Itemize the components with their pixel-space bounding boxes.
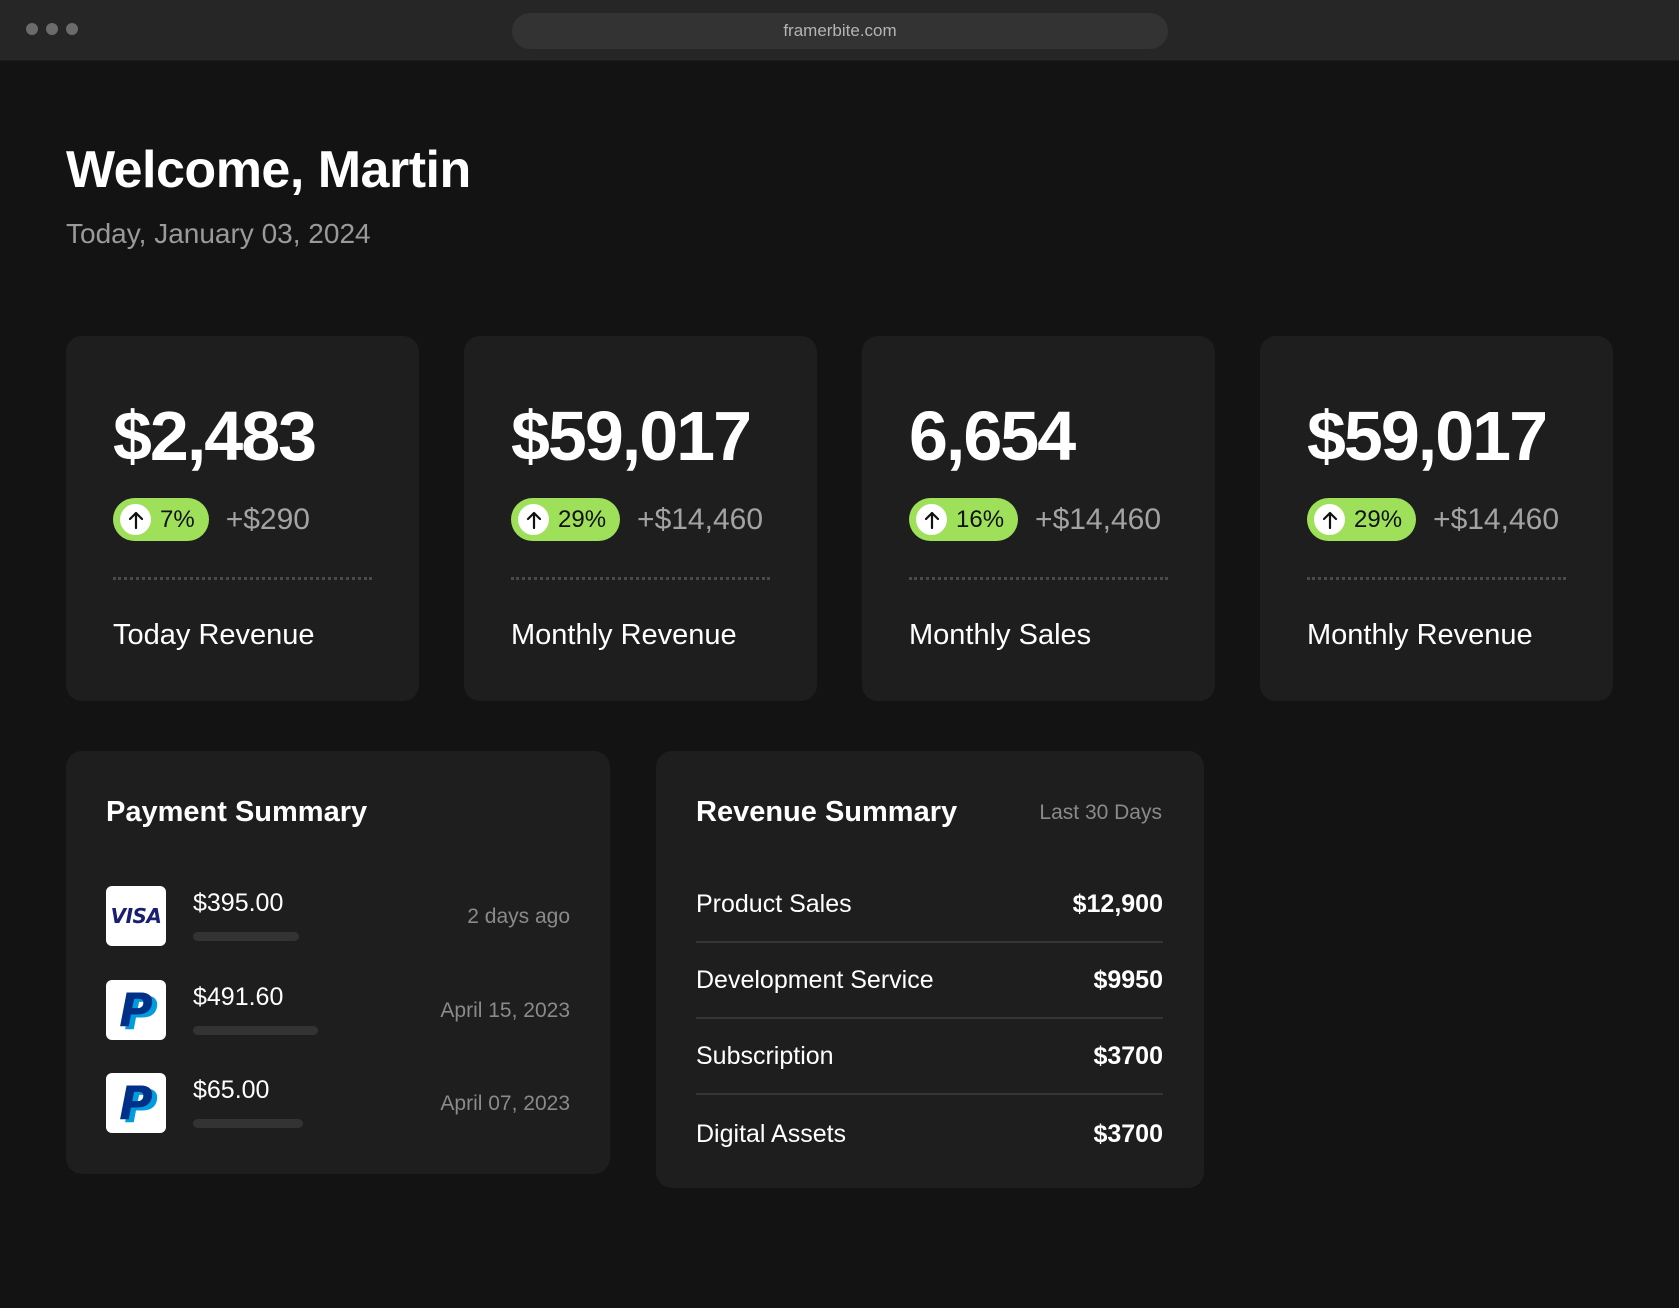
revenue-amount: $3700: [1093, 1119, 1163, 1148]
payment-amount: $491.60: [193, 983, 284, 1011]
payment-bar: [193, 1119, 303, 1128]
revenue-row: Subscription $3700: [696, 1019, 1163, 1095]
revenue-label: Digital Assets: [696, 1119, 847, 1148]
stat-label: Monthly Revenue: [1307, 619, 1533, 651]
divider: [909, 577, 1168, 580]
payment-date: 2 days ago: [467, 905, 570, 928]
payment-row[interactable]: VISA $395.00 2 days ago: [106, 886, 570, 946]
payment-amount: $65.00: [193, 1076, 270, 1104]
divider: [511, 577, 770, 580]
revenue-label: Development Service: [696, 965, 934, 994]
window-controls: [26, 23, 78, 35]
paypal-logo: P: [106, 1073, 166, 1133]
payment-amount: $395.00: [193, 889, 284, 917]
revenue-summary-panel: Revenue Summary Last 30 Days Product Sal…: [656, 751, 1204, 1188]
growth-percent: 16%: [956, 505, 1005, 533]
arrow-up-icon: [120, 504, 151, 535]
growth-badge: 29%: [1307, 498, 1417, 541]
page-header: Welcome, Martin Today, January 03, 2024: [66, 140, 471, 250]
paypal-logo-text: P: [119, 1076, 153, 1130]
revenue-row: Digital Assets $3700: [696, 1096, 1163, 1172]
stat-value: $59,017: [511, 397, 752, 475]
growth-percent: 7%: [160, 505, 195, 533]
payment-bar: [193, 1026, 318, 1035]
revenue-label: Product Sales: [696, 889, 852, 918]
paypal-logo: P: [106, 980, 166, 1040]
revenue-row: Development Service $9950: [696, 943, 1163, 1019]
paypal-logo-text: P: [119, 983, 153, 1037]
payment-bar: [193, 932, 299, 941]
stat-label: Monthly Revenue: [511, 619, 737, 651]
payment-row[interactable]: P $65.00 April 07, 2023: [106, 1073, 570, 1133]
payment-summary-panel: Payment Summary VISA $395.00 2 days ago …: [66, 751, 610, 1174]
panel-title: Payment Summary: [106, 796, 368, 828]
stat-delta: +$14,460: [1433, 502, 1560, 536]
payment-date: April 15, 2023: [440, 999, 570, 1022]
window-dot[interactable]: [46, 23, 58, 35]
stat-label: Monthly Sales: [909, 619, 1092, 651]
stat-card: $59,017 29% +$14,460 Monthly Revenue: [1260, 336, 1613, 701]
stat-value: 6,654: [909, 397, 1076, 475]
divider: [113, 577, 372, 580]
visa-logo-text: VISA: [110, 904, 162, 928]
arrow-up-icon: [916, 504, 947, 535]
stat-delta: +$290: [225, 502, 310, 536]
revenue-row: Product Sales $12,900: [696, 867, 1163, 943]
browser-toolbar: framerbite.com: [0, 0, 1679, 61]
stat-card: $2,483 7% +$290 Today Revenue: [66, 336, 419, 701]
stat-card: $59,017 29% +$14,460 Monthly Revenue: [464, 336, 817, 701]
arrow-up-icon: [1314, 504, 1345, 535]
stat-card: 6,654 16% +$14,460 Monthly Sales: [862, 336, 1215, 701]
page-date: Today, January 03, 2024: [66, 218, 371, 249]
stat-delta: +$14,460: [1035, 502, 1162, 536]
stat-value: $59,017: [1307, 397, 1548, 475]
payment-date: April 07, 2023: [440, 1092, 570, 1115]
payment-row[interactable]: P $491.60 April 15, 2023: [106, 980, 570, 1040]
window-dot[interactable]: [66, 23, 78, 35]
revenue-amount: $9950: [1093, 965, 1163, 994]
page-title: Welcome, Martin: [66, 141, 471, 199]
stat-value: $2,483: [113, 397, 317, 475]
growth-percent: 29%: [558, 505, 607, 533]
stat-delta: +$14,460: [637, 502, 764, 536]
window-dot[interactable]: [26, 23, 38, 35]
growth-badge: 7%: [113, 498, 209, 541]
stat-label: Today Revenue: [113, 619, 315, 651]
visa-logo: VISA: [106, 886, 166, 946]
revenue-amount: $3700: [1093, 1041, 1163, 1070]
growth-badge: 29%: [511, 498, 621, 541]
address-bar[interactable]: framerbite.com: [512, 13, 1168, 49]
revenue-label: Subscription: [696, 1041, 834, 1070]
url-text: framerbite.com: [783, 21, 897, 40]
growth-badge: 16%: [909, 498, 1019, 541]
revenue-amount: $12,900: [1072, 889, 1163, 918]
arrow-up-icon: [518, 504, 549, 535]
divider: [1307, 577, 1566, 580]
panel-title: Revenue Summary: [696, 796, 958, 828]
date-range-filter[interactable]: Last 30 Days: [1039, 801, 1162, 824]
growth-percent: 29%: [1354, 505, 1403, 533]
